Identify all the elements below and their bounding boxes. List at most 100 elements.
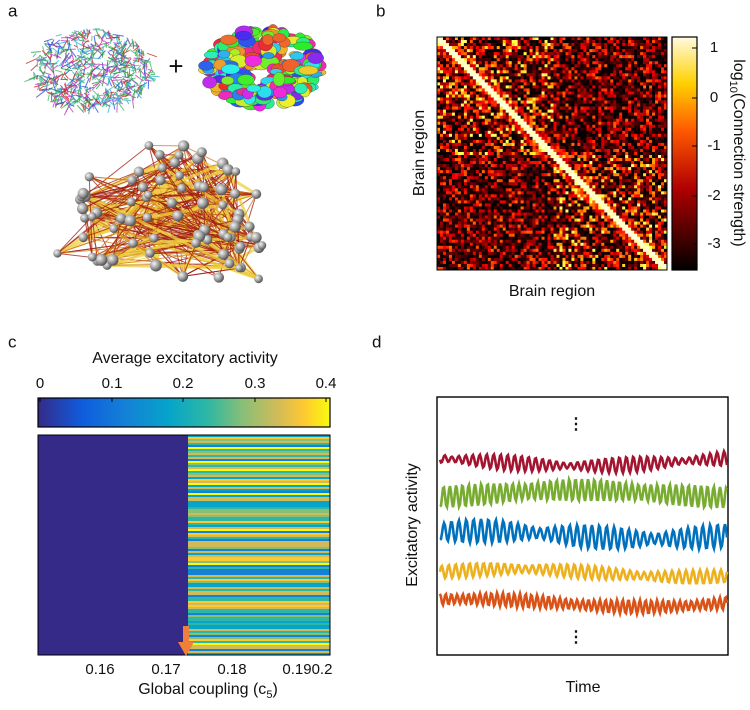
matrix-cell [530,58,533,61]
matrix-cell [562,122,565,125]
matrix-cell [512,70,515,73]
matrix-cell [494,64,497,67]
matrix-cell [619,82,622,85]
matrix-cell [655,170,658,173]
matrix-cell [494,167,497,170]
matrix-cell [565,70,568,73]
matrix-cell [568,146,571,149]
matrix-cell [515,167,518,170]
matrix-cell [500,52,503,55]
matrix-cell [509,167,512,170]
matrix-cell [562,119,565,122]
matrix-cell [577,101,580,104]
matrix-cell [625,88,628,91]
matrix-cell [553,125,556,128]
matrix-cell [580,101,583,104]
matrix-cell [643,134,646,137]
matrix-cell [458,107,461,110]
matrix-cell [485,101,488,104]
matrix-cell [464,101,467,104]
matrix-cell [553,134,556,137]
matrix-cell [455,161,458,164]
fiber [81,59,82,63]
matrix-cell [655,146,658,149]
matrix-cell [488,119,491,122]
matrix-cell [485,158,488,161]
matrix-cell [485,46,488,49]
matrix-cell [613,110,616,113]
matrix-cell [491,143,494,146]
matrix-cell [631,58,634,61]
matrix-cell [601,116,604,119]
matrix-cell [580,94,583,97]
matrix-cell [473,161,476,164]
matrix-cell [562,46,565,49]
matrix-cell [458,170,461,173]
matrix-cell [548,52,551,55]
matrix-cell [640,61,643,64]
matrix-cell [464,82,467,85]
matrix-cell [556,94,559,97]
matrix-cell [625,170,628,173]
matrix-cell [661,161,664,164]
matrix-cell [488,128,491,131]
matrix-cell [455,55,458,58]
fiber [108,52,111,56]
matrix-cell [622,82,625,85]
matrix-cell [539,52,542,55]
matrix-cell [586,128,589,131]
matrix-cell [491,85,494,88]
matrix-cell [565,67,568,70]
matrix-cell [515,55,518,58]
matrix-cell [556,170,559,173]
matrix-cell [461,152,464,155]
node [88,253,97,262]
matrix-cell [536,104,539,107]
matrix-cell [586,46,589,49]
matrix-cell [646,164,649,167]
matrix-cell [598,155,601,158]
matrix-cell [574,125,577,128]
matrix-cell [488,158,491,161]
matrix-cell [440,107,443,110]
matrix-cell [655,137,658,140]
matrix-cell [464,91,467,94]
matrix-cell [586,173,589,176]
matrix-cell [503,140,506,143]
matrix-cell [586,82,589,85]
matrix-cell [440,70,443,73]
fiber [112,80,124,81]
matrix-cell [607,52,610,55]
matrix-cell [634,46,637,49]
matrix-cell [509,64,512,67]
matrix-cell [604,134,607,137]
matrix-cell [571,167,574,170]
matrix-cell [503,40,506,43]
matrix-cell [619,46,622,49]
matrix-cell [533,85,536,88]
matrix-cell [649,116,652,119]
matrix-cell [577,73,580,76]
matrix-cell [643,152,646,155]
matrix-cell [601,104,604,107]
matrix-cell [512,122,515,125]
matrix-cell [595,152,598,155]
matrix-cell [661,64,664,67]
matrix-cell [640,64,643,67]
matrix-cell [610,125,613,128]
matrix-cell [551,91,554,94]
matrix-cell [628,70,631,73]
matrix-cell [494,116,497,119]
matrix-cell [652,113,655,116]
fiber [61,72,66,80]
matrix-cell [628,49,631,52]
node [177,184,186,193]
matrix-cell [446,70,449,73]
matrix-cell [628,173,631,176]
matrix-cell [589,73,592,76]
matrix-cell [568,52,571,55]
matrix-cell [446,85,449,88]
matrix-cell [655,43,658,46]
matrix-cell [574,164,577,167]
